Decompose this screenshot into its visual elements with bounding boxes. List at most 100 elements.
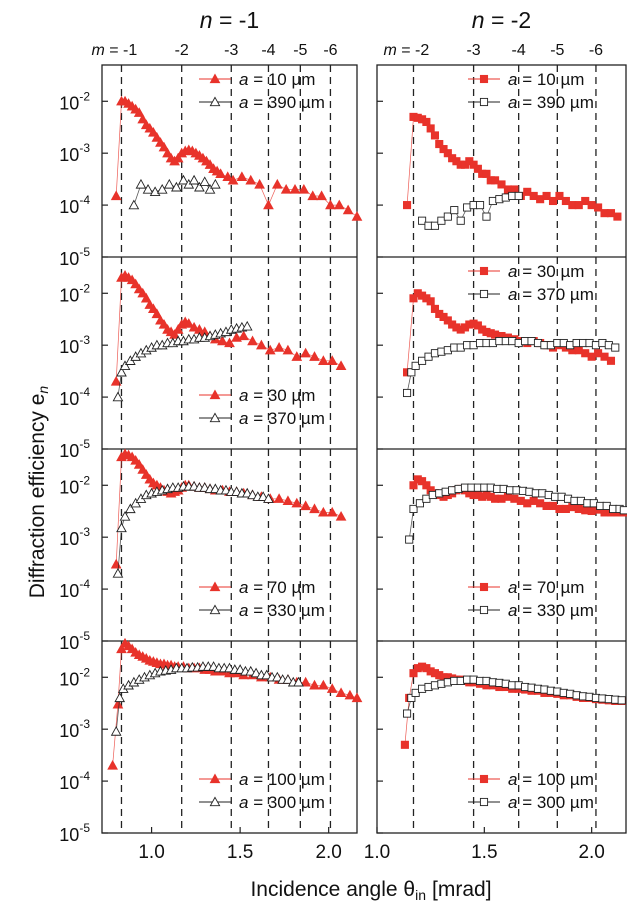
data-point [613,212,622,221]
data-point [456,216,465,225]
data-point [172,152,184,163]
legend-label-rest: = 100 µm [517,770,593,789]
data-point [236,171,248,181]
data-point [130,278,142,289]
data-point [116,522,127,533]
order-label: -4 [261,42,275,59]
data-point [317,679,329,690]
data-point [418,477,427,486]
data-point [116,643,127,654]
legend-label-var: a [239,793,248,812]
legend-label-rest: = 300 µm [248,793,324,812]
data-point [617,696,626,705]
legend-label: a = 300 µm [239,793,325,812]
y-tick-exponent: -2 [79,281,90,295]
legend-marker [479,774,489,784]
y-tick-base: 10 [59,337,79,357]
data-point [137,464,149,474]
legend-label-rest: = 10 µm [248,70,315,89]
order-label: -3 [224,42,238,59]
data-point [418,356,427,365]
data-point [307,190,319,201]
y-tick-base: 10 [59,389,79,409]
data-point [435,139,444,149]
data-point [475,201,485,210]
data-point [542,191,551,201]
y-tick-exponent: -2 [79,665,90,679]
data-point [619,506,627,515]
y-tick-exponent: -5 [79,437,90,451]
y-tick-label: 10-2 [59,665,90,689]
data-point [171,181,182,192]
data-point [119,511,131,521]
y-tick-exponent: -2 [79,89,90,103]
legend-label: a = 30 µm [508,262,584,281]
data-point [110,190,122,201]
data-point [409,481,418,490]
legend-marker [479,289,489,299]
x-tick-label: 1.5 [471,842,497,863]
x-tick-label: 2.0 [578,842,604,863]
x-axis-label-sub: in [415,887,426,903]
data-point [224,337,235,348]
data-point [548,196,558,206]
legend-label-var: a [508,793,517,812]
data-point [188,174,200,185]
data-point [291,351,303,361]
legend-label-rest: = 300 µm [517,793,593,812]
data-point [298,183,310,194]
data-point [437,216,446,225]
y-tick-base: 10 [59,529,79,549]
data-point [271,671,283,682]
data-point [574,201,583,210]
data-point [309,351,320,361]
legend-label-rest: = 390 µm [517,93,593,112]
order-label-var: m [91,42,104,59]
y-tick-label: 10-3 [59,333,90,357]
legend-label-rest: = 30 µm [517,262,584,281]
data-point [430,304,440,313]
data-point [263,493,274,503]
y-tick-base: 10 [59,441,79,461]
data-point [156,183,168,194]
legend-label: a = 10 µm [508,70,584,89]
data-point [407,368,416,377]
data-point [247,489,258,500]
data-point [110,558,122,569]
legend-marker [209,796,221,807]
legend-marker [479,97,489,107]
data-point [403,388,412,398]
data-point [178,174,189,185]
legend-label-var: a [508,601,517,620]
y-tick-label: 10-4 [59,385,90,409]
data-point [418,216,427,225]
y-tick-exponent: -4 [79,769,90,783]
data-point [194,181,205,192]
x-tick-label: 1.5 [227,842,253,863]
data-point [217,335,228,346]
legend-marker [209,412,221,423]
y-tick-label: 10-5 [59,629,90,653]
data-point [326,683,338,693]
data-point [594,203,603,212]
y-tick-label: 10-2 [59,473,90,497]
data-point [317,506,329,517]
data-point [114,692,126,703]
data-point [309,679,320,690]
data-point [256,339,267,350]
legend-label-rest: = 10 µm [517,70,584,89]
data-point [300,500,312,511]
y-tick-label: 10-3 [59,717,90,741]
legend-marker [209,604,221,615]
data-point [469,160,478,169]
data-point [497,180,506,189]
data-point [273,342,285,352]
data-point [107,759,118,770]
y-axis-label: Diffraction efficiency en [26,386,51,599]
data-point [116,366,127,377]
y-tick-base: 10 [59,825,79,845]
y-tick-label: 10-4 [59,193,90,217]
data-point [514,191,523,201]
column-title: n = -1 [200,7,259,33]
data-point [247,335,258,346]
